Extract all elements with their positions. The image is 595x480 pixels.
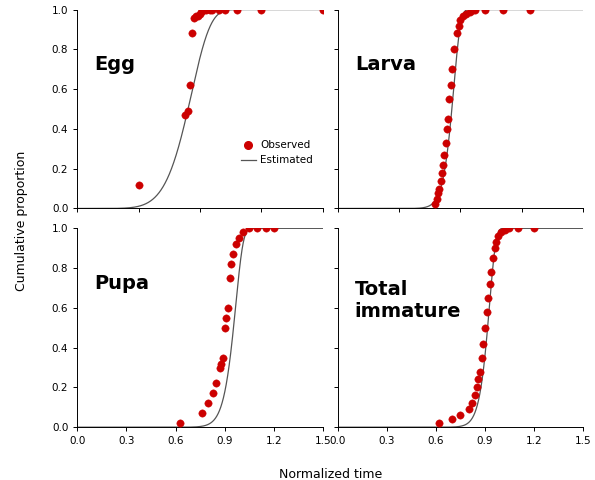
Point: [488, 254, 498, 262]
Point: [470, 392, 480, 399]
Point: [234, 234, 244, 242]
Point: [215, 364, 224, 372]
Point: [435, 185, 444, 192]
Point: [183, 107, 193, 115]
Point: [472, 384, 481, 391]
Point: [225, 274, 234, 282]
Point: [499, 6, 508, 13]
Point: [447, 415, 457, 423]
Point: [238, 228, 248, 236]
Text: Egg: Egg: [95, 55, 136, 74]
Point: [436, 177, 446, 184]
Point: [465, 8, 475, 15]
Point: [449, 46, 459, 53]
Point: [439, 161, 448, 168]
Point: [256, 6, 266, 13]
Point: [444, 95, 454, 103]
Point: [455, 22, 464, 29]
Text: Pupa: Pupa: [95, 274, 149, 293]
Point: [197, 409, 206, 417]
Point: [475, 368, 485, 375]
Point: [192, 12, 201, 19]
Point: [487, 268, 496, 276]
Point: [220, 324, 230, 332]
Point: [228, 251, 237, 258]
Point: [442, 125, 452, 133]
Point: [245, 225, 254, 232]
Point: [218, 354, 228, 361]
Text: Larva: Larva: [355, 55, 416, 74]
Point: [452, 30, 462, 37]
Point: [462, 10, 471, 17]
Point: [458, 12, 468, 19]
Point: [480, 324, 490, 332]
Point: [447, 65, 456, 73]
Point: [478, 340, 488, 348]
Point: [227, 260, 236, 268]
Point: [470, 6, 480, 13]
Point: [480, 6, 490, 13]
Point: [212, 380, 221, 387]
Point: [181, 111, 190, 119]
Point: [193, 12, 202, 19]
Point: [482, 308, 491, 316]
Point: [269, 225, 278, 232]
Point: [440, 151, 449, 158]
Point: [202, 6, 211, 13]
Legend: Observed, Estimated: Observed, Estimated: [239, 138, 315, 168]
Point: [253, 225, 262, 232]
Point: [441, 139, 450, 147]
Point: [231, 240, 241, 248]
Point: [223, 304, 233, 312]
Point: [464, 406, 473, 413]
Point: [203, 399, 213, 407]
Point: [491, 239, 501, 246]
Point: [437, 169, 447, 177]
Point: [232, 6, 242, 13]
Point: [493, 232, 503, 240]
Point: [208, 6, 217, 13]
Point: [490, 244, 499, 252]
Point: [432, 195, 441, 203]
Point: [205, 6, 215, 13]
Point: [261, 225, 270, 232]
Point: [477, 354, 486, 361]
Text: Total
immature: Total immature: [355, 280, 461, 321]
Point: [199, 6, 208, 13]
Point: [434, 420, 444, 427]
Point: [208, 390, 218, 397]
Point: [217, 360, 226, 367]
Point: [221, 314, 231, 322]
Point: [529, 225, 538, 232]
Point: [525, 6, 535, 13]
Point: [187, 30, 196, 37]
Point: [189, 14, 199, 22]
Point: [318, 6, 328, 13]
Point: [214, 6, 223, 13]
Point: [483, 294, 493, 302]
Text: Cumulative proportion: Cumulative proportion: [15, 151, 28, 291]
Point: [446, 81, 455, 89]
Point: [467, 399, 477, 407]
Point: [500, 227, 509, 234]
Point: [186, 81, 195, 89]
Point: [456, 16, 465, 24]
Point: [430, 201, 439, 208]
Point: [496, 228, 506, 236]
Text: Normalized time: Normalized time: [278, 468, 382, 480]
Point: [434, 189, 443, 196]
Point: [195, 10, 205, 17]
Point: [176, 420, 185, 427]
Point: [513, 225, 522, 232]
Point: [443, 115, 453, 123]
Point: [196, 8, 206, 15]
Point: [456, 411, 465, 419]
Point: [134, 181, 143, 189]
Point: [468, 6, 477, 13]
Point: [220, 6, 230, 13]
Point: [474, 376, 483, 384]
Point: [505, 225, 514, 232]
Point: [485, 280, 494, 288]
